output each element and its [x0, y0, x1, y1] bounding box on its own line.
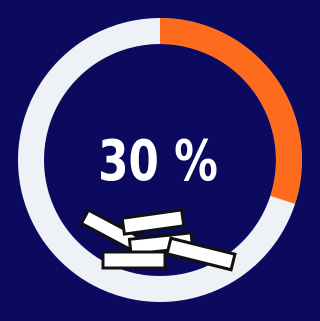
- progress-ring: 30 %: [0, 0, 302, 321]
- brick: [103, 252, 165, 268]
- percent-label: 30 %: [98, 128, 218, 194]
- page: 30 % (() => { const data = JSON.parse(do…: [0, 0, 320, 321]
- label-group: 30 %: [98, 128, 218, 194]
